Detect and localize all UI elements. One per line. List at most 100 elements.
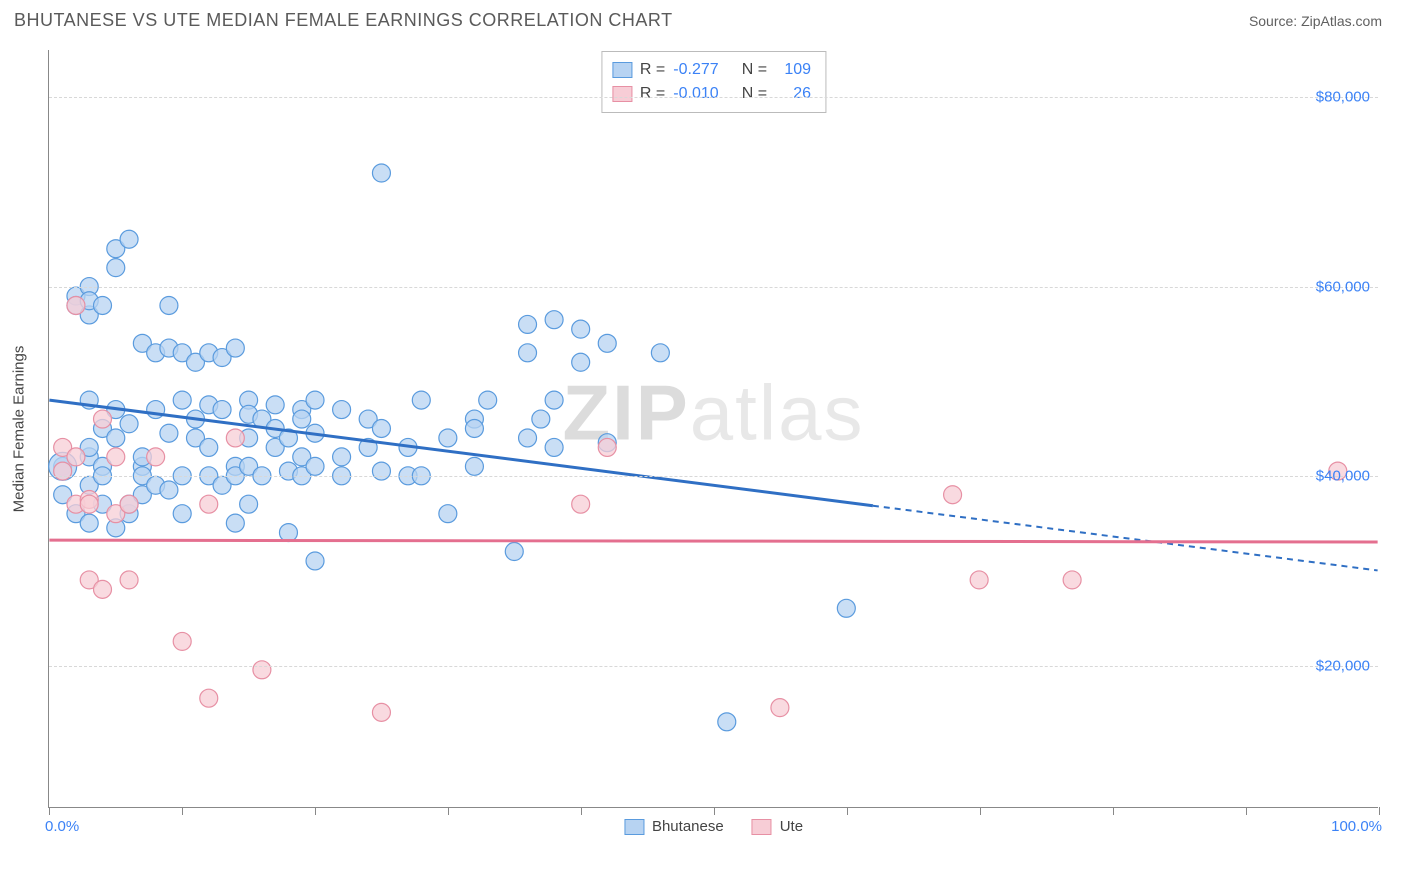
legend-item-ute: Ute xyxy=(752,818,803,835)
n-label: N = xyxy=(737,82,767,106)
grid-line xyxy=(49,476,1378,477)
scatter-point-ute xyxy=(120,571,138,589)
x-tick xyxy=(980,807,981,815)
y-tick-label: $40,000 xyxy=(1316,468,1370,485)
grid-line xyxy=(49,666,1378,667)
trend-line-dashed-bhutanese xyxy=(873,506,1378,571)
x-tick xyxy=(1113,807,1114,815)
scatter-point-ute xyxy=(771,699,789,717)
scatter-point-ute xyxy=(944,486,962,504)
series-legend: Bhutanese Ute xyxy=(624,818,803,835)
scatter-point-bhutanese xyxy=(240,495,258,513)
scatter-point-bhutanese xyxy=(519,315,537,333)
scatter-point-bhutanese xyxy=(439,429,457,447)
x-tick xyxy=(49,807,50,815)
scatter-point-bhutanese xyxy=(372,164,390,182)
x-min-label: 0.0% xyxy=(45,818,79,835)
x-tick xyxy=(847,807,848,815)
scatter-point-bhutanese xyxy=(226,339,244,357)
scatter-point-bhutanese xyxy=(94,296,112,314)
y-tick-label: $20,000 xyxy=(1316,657,1370,674)
r-value-ute: -0.010 xyxy=(673,82,729,106)
scatter-point-ute xyxy=(80,495,98,513)
legend-label-ute: Ute xyxy=(780,818,803,835)
n-value-bhutanese: 109 xyxy=(775,58,811,82)
x-max-label: 100.0% xyxy=(1331,818,1382,835)
scatter-point-bhutanese xyxy=(200,438,218,456)
scatter-point-bhutanese xyxy=(120,230,138,248)
source-label: Source: ZipAtlas.com xyxy=(1249,13,1382,29)
scatter-point-ute xyxy=(107,448,125,466)
scatter-point-bhutanese xyxy=(306,552,324,570)
trend-line-ute xyxy=(49,540,1377,542)
scatter-point-bhutanese xyxy=(160,424,178,442)
legend-label-bhutanese: Bhutanese xyxy=(652,818,724,835)
scatter-point-bhutanese xyxy=(545,438,563,456)
chart-svg xyxy=(49,50,1378,807)
r-label: R = xyxy=(640,82,665,106)
scatter-point-bhutanese xyxy=(107,259,125,277)
scatter-point-bhutanese xyxy=(837,599,855,617)
scatter-point-bhutanese xyxy=(598,334,616,352)
scatter-point-bhutanese xyxy=(519,429,537,447)
scatter-point-ute xyxy=(253,661,271,679)
n-value-ute: 26 xyxy=(775,82,811,106)
scatter-point-bhutanese xyxy=(160,481,178,499)
scatter-point-ute xyxy=(970,571,988,589)
y-tick-label: $80,000 xyxy=(1316,89,1370,106)
y-tick-label: $60,000 xyxy=(1316,278,1370,295)
scatter-point-bhutanese xyxy=(80,514,98,532)
scatter-point-bhutanese xyxy=(572,320,590,338)
chart-title: BHUTANESE VS UTE MEDIAN FEMALE EARNINGS … xyxy=(14,10,673,31)
scatter-point-ute xyxy=(147,448,165,466)
x-tick xyxy=(581,807,582,815)
stats-legend: R = -0.277 N = 109 R = -0.010 N = 26 xyxy=(601,51,826,113)
scatter-point-bhutanese xyxy=(333,401,351,419)
scatter-point-bhutanese xyxy=(479,391,497,409)
scatter-point-bhutanese xyxy=(173,391,191,409)
scatter-point-bhutanese xyxy=(226,514,244,532)
plot-area: Median Female Earnings ZIPatlas R =-0.27… xyxy=(48,50,1378,808)
scatter-point-bhutanese xyxy=(293,410,311,428)
swatch-ute xyxy=(752,819,772,835)
swatch-bhutanese xyxy=(624,819,644,835)
scatter-point-ute xyxy=(598,438,616,456)
scatter-point-bhutanese xyxy=(160,296,178,314)
scatter-point-bhutanese xyxy=(173,505,191,523)
stats-row-bhutanese: R = -0.277 N = 109 xyxy=(612,58,811,82)
scatter-point-bhutanese xyxy=(718,713,736,731)
n-label: N = xyxy=(737,58,767,82)
swatch-bhutanese xyxy=(612,62,632,78)
scatter-point-ute xyxy=(94,410,112,428)
scatter-point-bhutanese xyxy=(651,344,669,362)
scatter-point-bhutanese xyxy=(412,391,430,409)
y-axis-title: Median Female Earnings xyxy=(11,345,28,512)
x-tick xyxy=(1379,807,1380,815)
scatter-point-ute xyxy=(200,495,218,513)
scatter-point-bhutanese xyxy=(532,410,550,428)
scatter-point-bhutanese xyxy=(120,415,138,433)
r-value-bhutanese: -0.277 xyxy=(673,58,729,82)
scatter-point-bhutanese xyxy=(505,543,523,561)
scatter-point-bhutanese xyxy=(372,420,390,438)
x-tick xyxy=(182,807,183,815)
scatter-point-ute xyxy=(226,429,244,447)
scatter-point-bhutanese xyxy=(465,457,483,475)
legend-item-bhutanese: Bhutanese xyxy=(624,818,724,835)
scatter-point-bhutanese xyxy=(439,505,457,523)
scatter-point-ute xyxy=(94,580,112,598)
scatter-point-bhutanese xyxy=(306,391,324,409)
scatter-point-ute xyxy=(200,689,218,707)
swatch-ute xyxy=(612,86,632,102)
scatter-point-ute xyxy=(1063,571,1081,589)
scatter-point-bhutanese xyxy=(306,457,324,475)
scatter-point-ute xyxy=(120,495,138,513)
r-label: R = xyxy=(640,58,665,82)
scatter-point-ute xyxy=(372,703,390,721)
grid-line xyxy=(49,97,1378,98)
scatter-point-bhutanese xyxy=(572,353,590,371)
scatter-point-bhutanese xyxy=(545,391,563,409)
x-tick xyxy=(448,807,449,815)
scatter-point-bhutanese xyxy=(545,311,563,329)
scatter-point-bhutanese xyxy=(213,401,231,419)
